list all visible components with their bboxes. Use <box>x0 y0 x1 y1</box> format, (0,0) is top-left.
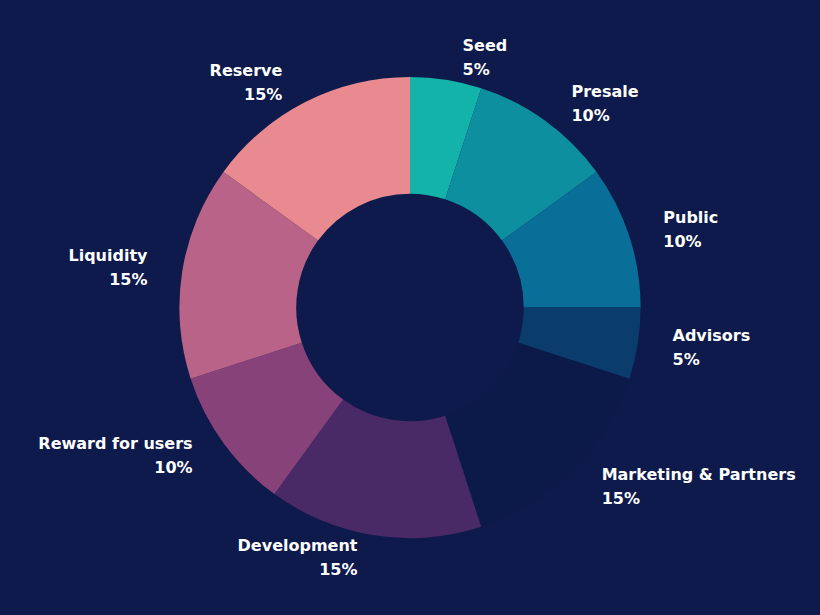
svg-text:Advisors: Advisors <box>673 326 751 345</box>
svg-text:15%: 15% <box>109 270 147 289</box>
svg-text:Development: Development <box>238 536 358 555</box>
svg-text:Marketing & Partners: Marketing & Partners <box>602 465 796 484</box>
svg-text:10%: 10% <box>663 232 701 251</box>
svg-text:15%: 15% <box>602 489 640 508</box>
svg-text:Seed: Seed <box>463 36 508 55</box>
svg-text:10%: 10% <box>571 106 609 125</box>
svg-text:5%: 5% <box>463 60 490 79</box>
svg-text:Public: Public <box>663 208 718 227</box>
svg-text:15%: 15% <box>319 560 357 579</box>
svg-text:Presale: Presale <box>571 82 638 101</box>
svg-text:Reward for users: Reward for users <box>38 434 192 453</box>
svg-text:5%: 5% <box>673 350 700 369</box>
svg-text:Reserve: Reserve <box>210 61 283 80</box>
svg-text:Liquidity: Liquidity <box>68 246 148 265</box>
svg-text:15%: 15% <box>244 85 282 104</box>
svg-text:10%: 10% <box>154 458 192 477</box>
